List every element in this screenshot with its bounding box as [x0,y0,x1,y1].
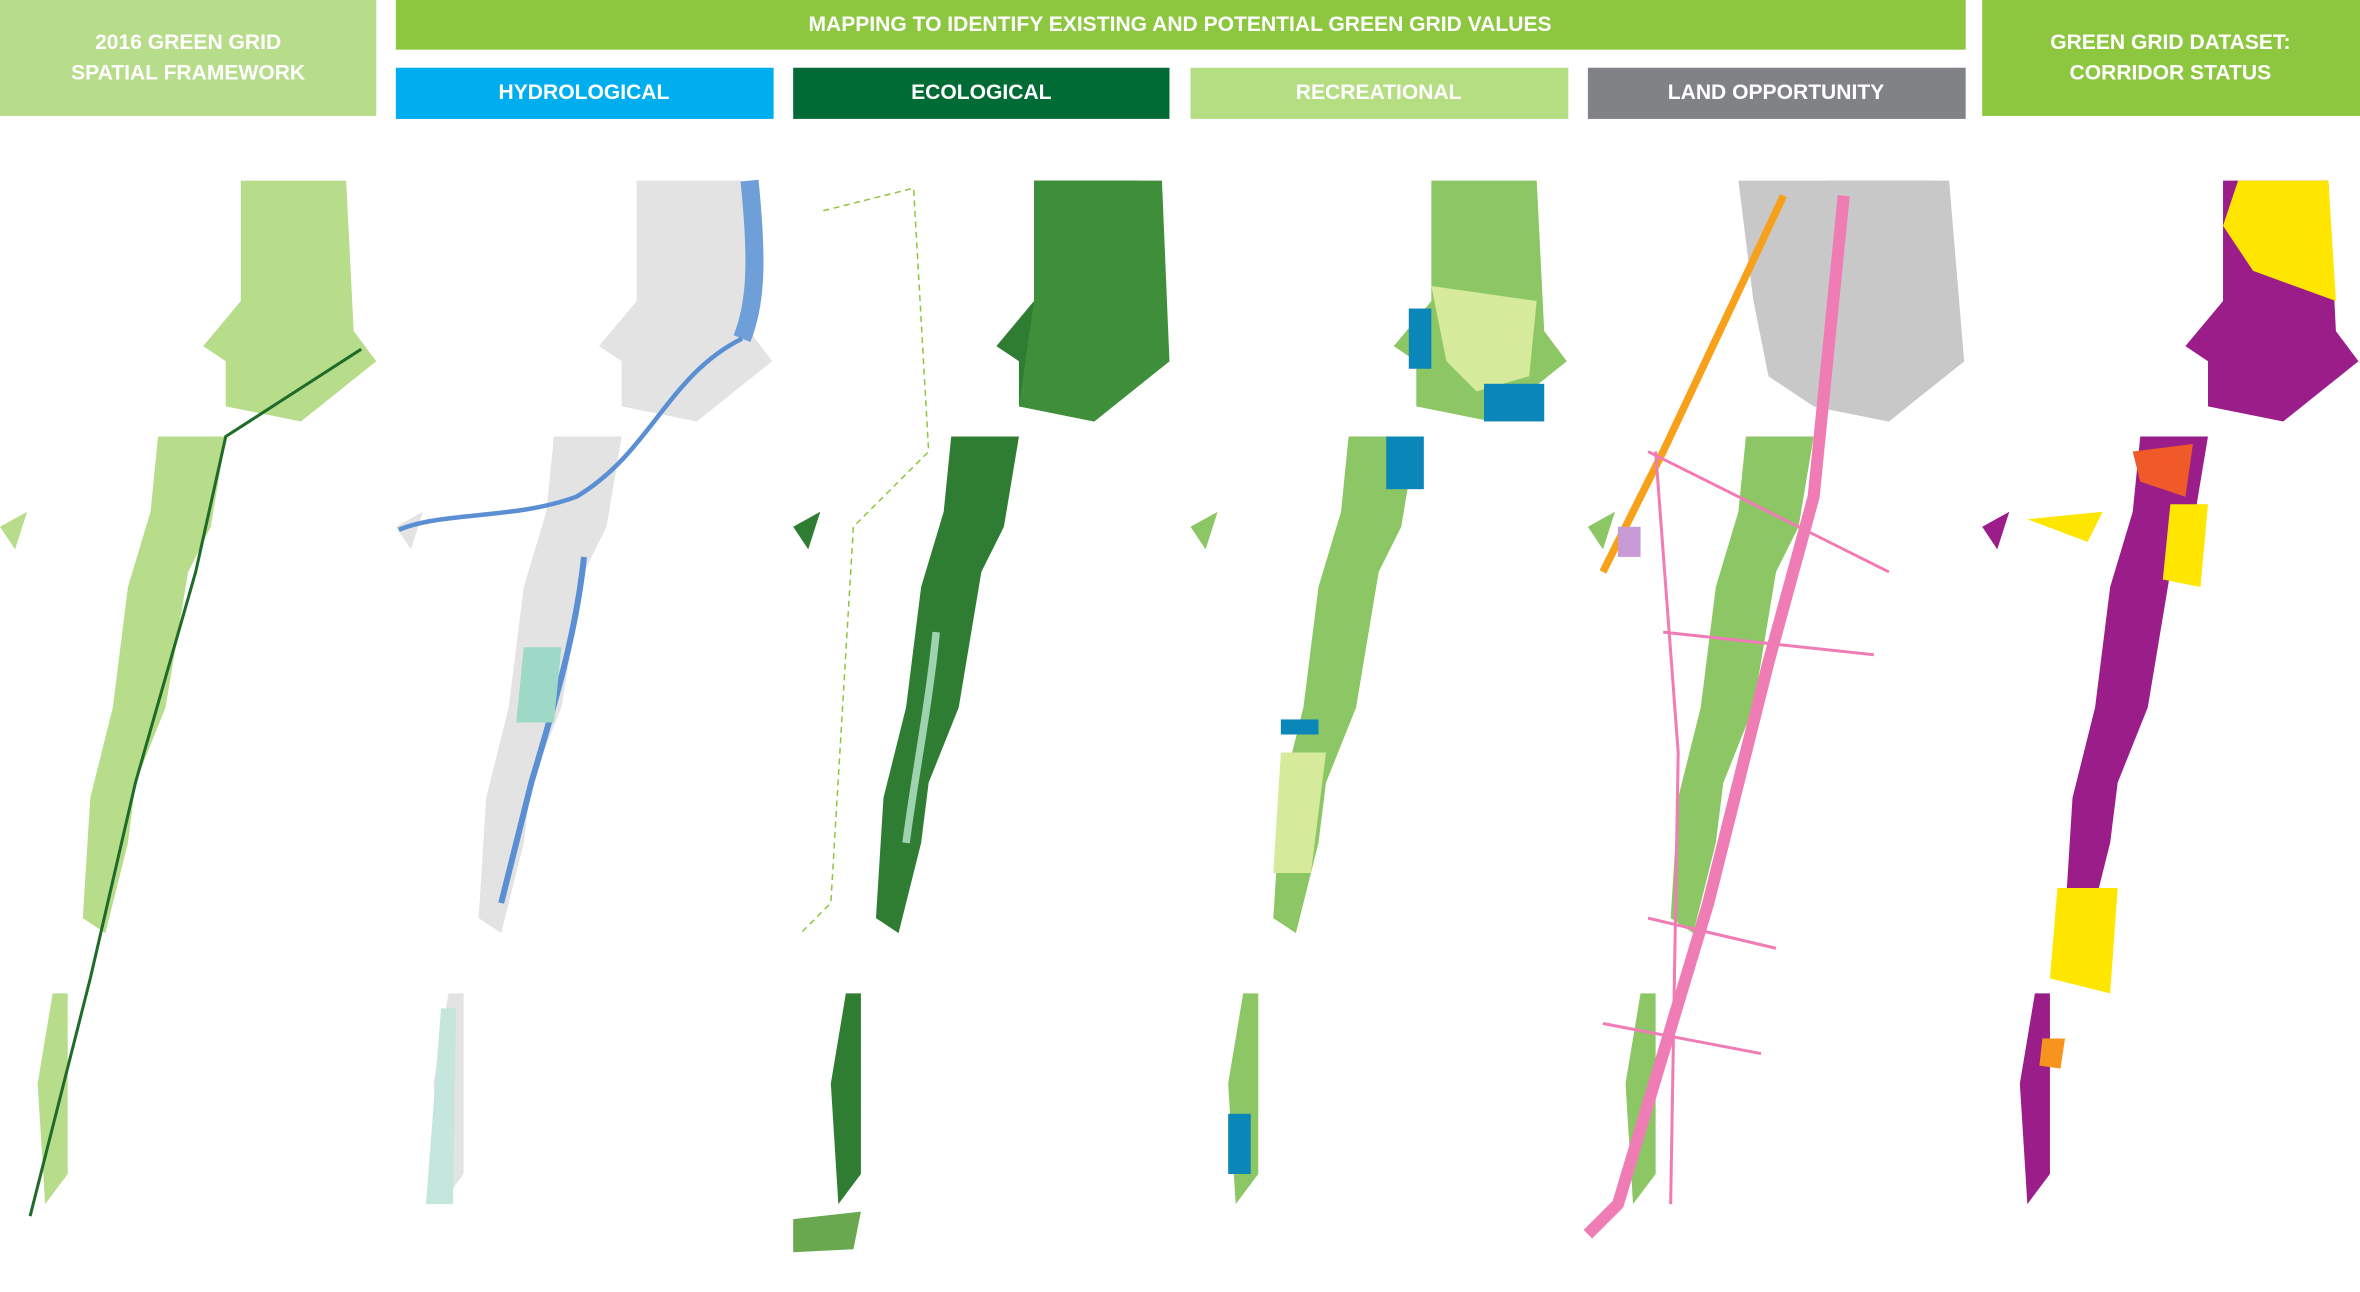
panel-header [793,67,1170,119]
map-recreational [1190,180,1567,1205]
header-text: MAPPING TO IDENTIFY EXISTING AND POTENTI… [808,13,1551,36]
map-framework [0,180,377,1217]
header-box [395,0,1966,50]
map-hydrological [395,179,773,1205]
header-text: GREEN GRID DATASET: [2050,31,2290,54]
panel-title: RECREATIONAL [1296,81,1462,104]
panel-title: HYDROLOGICAL [499,81,670,104]
map-ecological [793,180,1170,1253]
header-box [1982,0,2360,116]
panel-title: LAND OPPORTUNITY [1668,81,1884,104]
header-text: 2016 GREEN GRID [95,31,281,54]
panel-header [395,67,774,119]
map-land [1583,180,1965,1239]
header-text: CORRIDOR STATUS [2070,61,2272,84]
map-status [1982,180,2359,1205]
header-text: SPATIAL FRAMEWORK [71,61,306,84]
panel-title: ECOLOGICAL [911,81,1052,104]
panel-header [1190,67,1569,119]
panel-header [1587,67,1966,119]
header-box [0,0,377,116]
